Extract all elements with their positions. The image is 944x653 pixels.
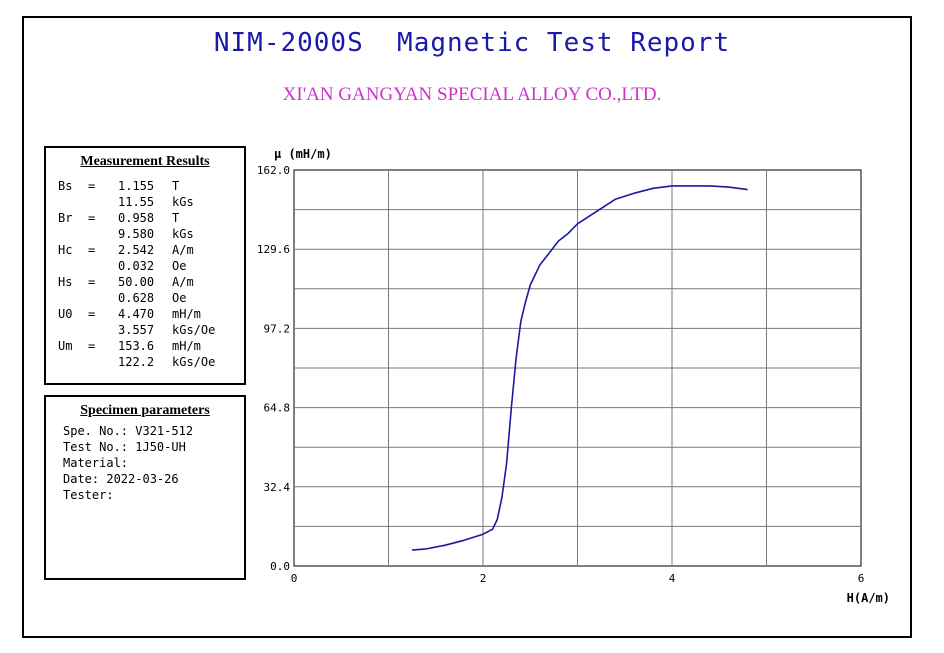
measurement-row: 0.628 Oe: [58, 290, 215, 306]
measurement-value: 0.032: [118, 259, 155, 273]
x-tick-label: 4: [669, 572, 676, 585]
measurement-row: Hc = 2.542 A/m: [58, 242, 215, 258]
measurement-equals: =: [88, 243, 96, 257]
measurement-row: 122.2 kGs/Oe: [58, 354, 215, 370]
measurement-key: Bs: [58, 179, 73, 193]
measurement-equals: =: [88, 307, 96, 321]
measurement-value: 122.2: [118, 355, 155, 369]
measurement-value: 9.580: [118, 227, 155, 241]
measurement-table: Bs = 1.155 T 11.55 kGs Br = 0.958 T 9.580 kGs Hc = 2.5…: [58, 178, 215, 370]
measurement-row: 0.032 Oe: [58, 258, 215, 274]
company-name: XI'AN GANGYAN SPECIAL ALLOY CO.,LTD.: [282, 84, 662, 105]
x-axis-label: H(A/m): [847, 591, 890, 605]
measurement-unit: kGs/Oe: [172, 323, 216, 337]
measurement-unit: Oe: [172, 291, 187, 305]
measurement-unit: kGs: [172, 195, 194, 209]
y-tick-label: 97.2: [264, 322, 291, 335]
y-tick-label: 162.0: [257, 164, 290, 177]
report-title: NIM-2000S Magnetic Test Report: [213, 28, 731, 58]
measurement-unit: A/m: [172, 243, 194, 257]
measurement-key: Um: [58, 339, 73, 353]
specimen-parameters-panel: Specimen parameters Spe. No.: V321-512 Te…: [44, 395, 246, 580]
specimen-line: Material:: [63, 456, 129, 470]
measurement-row: 9.580 kGs: [58, 226, 215, 242]
measurement-value: 2.542: [118, 243, 155, 257]
permeability-curve: [412, 185, 748, 551]
measurement-value: 153.6: [118, 339, 155, 353]
measurement-value: 1.155: [118, 179, 155, 193]
measurement-key: Hc: [58, 243, 73, 257]
x-tick-label: 6: [858, 572, 865, 585]
measurement-value: 11.55: [118, 195, 155, 209]
measurement-value: 4.470: [118, 307, 155, 321]
measurement-equals: =: [88, 179, 96, 193]
measurement-equals: =: [88, 211, 96, 225]
specimen-line: Date: 2022-03-26: [63, 472, 179, 486]
measurement-row: Hs = 50.00 A/m: [58, 274, 215, 290]
measurement-row: Bs = 1.155 T: [58, 178, 215, 194]
measurement-unit: kGs/Oe: [172, 355, 216, 369]
measurement-row: 3.557 kGs/Oe: [58, 322, 215, 338]
y-tick-label: 32.4: [264, 481, 291, 494]
x-tick-label: 2: [480, 572, 487, 585]
measurement-unit: kGs: [172, 227, 194, 241]
specimen-line: Tester:: [63, 488, 114, 502]
y-tick-label: 64.8: [264, 402, 291, 415]
measurement-value: 50.00: [118, 275, 155, 289]
measurement-key: Hs: [58, 275, 73, 289]
measurement-key: U0: [58, 307, 73, 321]
measurement-unit: T: [172, 179, 180, 193]
x-tick-label: 0: [291, 572, 298, 585]
measurement-unit: Oe: [172, 259, 187, 273]
specimen-line: Spe. No.: V321-512: [63, 424, 194, 438]
measurement-row: 11.55 kGs: [58, 194, 215, 210]
measurement-unit: T: [172, 211, 180, 225]
measurement-unit: mH/m: [172, 339, 201, 353]
measurement-row: U0 = 4.470 mH/m: [58, 306, 215, 322]
measurement-value: 0.958: [118, 211, 155, 225]
measurement-key: Br: [58, 211, 73, 225]
measurement-value: 0.628: [118, 291, 155, 305]
y-tick-label: 129.6: [257, 243, 290, 256]
y-axis-label: μ (mH/m): [274, 147, 332, 161]
measurement-results-panel: Measurement Results Bs = 1.155 T 11.55 kGs Br =…: [44, 146, 246, 385]
measurement-equals: =: [88, 275, 96, 289]
measurement-row: Um = 153.6 mH/m: [58, 338, 215, 354]
measurement-equals: =: [88, 339, 96, 353]
measurement-unit: mH/m: [172, 307, 201, 321]
measurement-row: Br = 0.958 T: [58, 210, 215, 226]
measurement-value: 3.557: [118, 323, 155, 337]
measurement-unit: A/m: [172, 275, 194, 289]
y-tick-label: 0.0: [270, 560, 290, 573]
measurement-results-heading: Measurement Results: [80, 154, 210, 169]
specimen-parameters-heading: Specimen parameters: [80, 403, 210, 418]
specimen-line: Test No.: 1J50-UH: [63, 440, 186, 454]
specimen-lines: Spe. No.: V321-512 Test No.: 1J50-UH Mater…: [63, 423, 244, 503]
